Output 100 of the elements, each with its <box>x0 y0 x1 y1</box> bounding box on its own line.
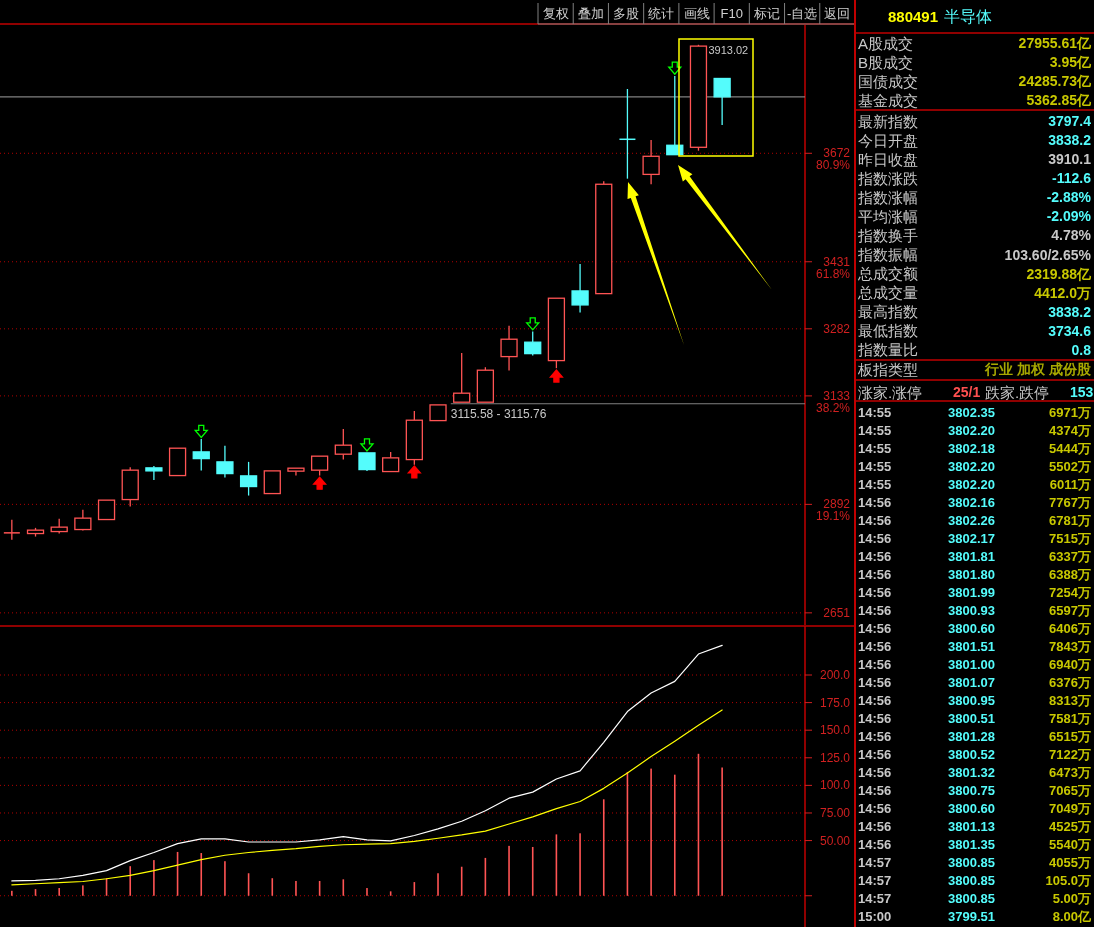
text: 0.8 <box>1071 341 1092 358</box>
annotation: 3913.02 <box>708 43 749 56</box>
text: 880491 <box>888 7 939 25</box>
text: 3802.26 <box>948 512 995 528</box>
text: 6388万 <box>1049 566 1091 582</box>
text: 5540万 <box>1049 836 1091 852</box>
text: 3802.20 <box>948 476 995 492</box>
text: 指数涨幅 <box>857 188 918 206</box>
text: 3800.85 <box>948 872 995 888</box>
text: 14:57 <box>858 872 892 888</box>
text: 6406万 <box>1049 620 1091 636</box>
y-tick-label: 75.00 <box>819 805 851 820</box>
text: 3800.75 <box>948 782 995 798</box>
text: 昨日收盘 <box>858 150 918 168</box>
text: 14:55 <box>858 404 892 420</box>
text: 14:56 <box>858 692 892 708</box>
text: 6011万 <box>1049 476 1091 492</box>
text: 4412.0万 <box>1034 284 1091 301</box>
ref-line-label: 3115.58 - 3115.76 <box>450 406 547 421</box>
y-tick-label: 2892 19.1% <box>815 497 851 524</box>
y-tick-label: 150.0 <box>819 723 851 738</box>
text: 14:56 <box>858 728 892 744</box>
text: 3802.17 <box>948 530 995 546</box>
text: 基金成交 <box>858 91 918 109</box>
text: 国债成交 <box>858 72 918 90</box>
text: 3799.51 <box>948 908 995 924</box>
text: 最高指数 <box>858 303 918 321</box>
text: 4525万 <box>1049 818 1091 834</box>
text: 统计 <box>648 5 675 21</box>
text: 6971万 <box>1049 404 1091 420</box>
text: 14:56 <box>858 548 892 564</box>
text: 板指类型 <box>857 360 918 378</box>
text: 5362.85亿 <box>1026 92 1092 108</box>
text: 14:55 <box>858 476 892 492</box>
text: 6376万 <box>1049 674 1091 690</box>
text: 指数量比 <box>857 341 918 359</box>
y-tick-label: 100.0 <box>819 778 851 793</box>
text: 8313万 <box>1049 692 1091 708</box>
text: 3801.99 <box>948 584 995 600</box>
text: 多股 <box>613 5 640 21</box>
text: 3801.80 <box>948 566 995 582</box>
text: 3801.28 <box>948 728 995 744</box>
text: 3801.13 <box>948 818 995 834</box>
text: 3800.95 <box>948 692 995 708</box>
y-tick-label: 175.0 <box>819 695 851 710</box>
text: 14:56 <box>858 782 892 798</box>
text: 5.00万 <box>1052 890 1091 906</box>
text: 8.00亿 <box>1052 908 1092 924</box>
text: 3800.51 <box>948 710 995 726</box>
text: 3802.16 <box>948 494 995 510</box>
text: 14:56 <box>858 836 892 852</box>
text: 7843万 <box>1049 638 1091 654</box>
line-series <box>11 644 723 882</box>
text: 3801.07 <box>948 674 995 690</box>
text: 3800.93 <box>948 602 995 618</box>
text: 最新指数 <box>858 112 918 130</box>
text: 14:55 <box>858 440 892 456</box>
y-tick-label: 3672 80.9% <box>815 146 851 173</box>
y-tick-label: 125.0 <box>819 750 851 765</box>
text: 7065万 <box>1049 782 1091 798</box>
text: 跌家.跌停 <box>985 383 1050 401</box>
text: 14:57 <box>858 890 892 906</box>
text: 3800.85 <box>948 854 995 870</box>
text: 3838.2 <box>1048 132 1092 149</box>
text: 14:56 <box>858 710 892 726</box>
text: 3802.20 <box>948 422 995 438</box>
text: 7515万 <box>1049 530 1091 546</box>
text: 3801.00 <box>948 656 995 672</box>
text: 3801.35 <box>948 836 995 852</box>
text: 25/1 <box>953 384 981 400</box>
text: 14:56 <box>858 674 892 690</box>
text: 最低指数 <box>858 322 918 340</box>
text: 14:56 <box>858 764 892 780</box>
y-tick-label: 200.0 <box>819 668 851 683</box>
text: 153 <box>1070 384 1094 400</box>
text: 14:56 <box>858 602 892 618</box>
text: 7767万 <box>1049 494 1091 510</box>
text: 3838.2 <box>1048 303 1092 320</box>
text: 4374万 <box>1049 422 1091 438</box>
text: 14:56 <box>858 512 892 528</box>
text: 105.0万 <box>1045 872 1091 888</box>
text: F10 <box>720 5 743 21</box>
text: 画线 <box>683 5 710 21</box>
text: 3797.4 <box>1048 113 1092 129</box>
text: 5502万 <box>1049 458 1091 474</box>
text: 15:00 <box>858 908 892 924</box>
text: 14:56 <box>858 494 892 510</box>
text: 14:56 <box>858 638 892 654</box>
text: 14:56 <box>858 584 892 600</box>
text: 6515万 <box>1049 728 1091 744</box>
text: 3800.60 <box>948 620 995 636</box>
text: 6337万 <box>1049 548 1091 564</box>
text: 涨家.涨停 <box>858 383 923 401</box>
text: 7049万 <box>1049 800 1091 816</box>
text: 3801.32 <box>948 764 995 780</box>
text: 3910.1 <box>1048 151 1092 168</box>
line-series <box>11 709 723 886</box>
text: 半导体 <box>944 7 992 25</box>
text: 3.95亿 <box>1049 54 1092 70</box>
y-tick-label: 2651 <box>823 605 851 620</box>
